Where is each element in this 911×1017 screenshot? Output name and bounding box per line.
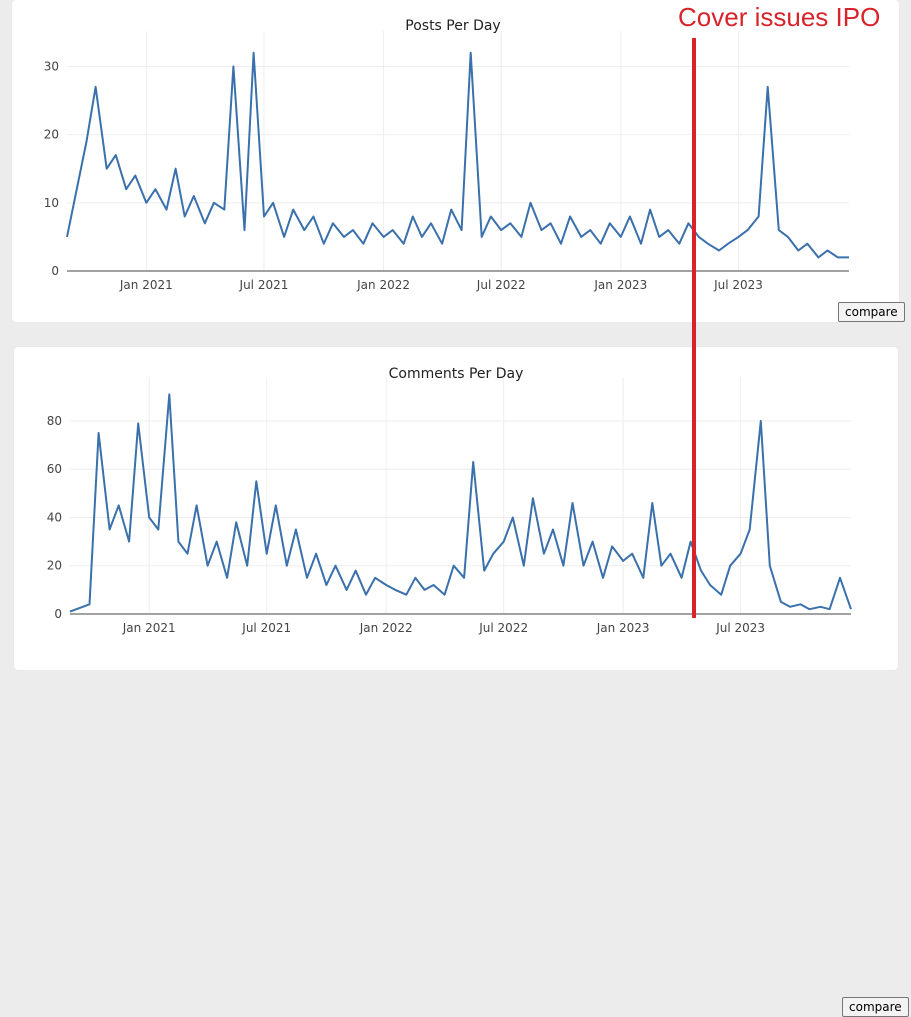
x-tick-label: Jan 2021	[119, 278, 173, 292]
y-tick-label: 30	[44, 59, 59, 73]
ipo-marker-line	[692, 38, 696, 618]
x-tick-label: Jul 2023	[713, 278, 763, 292]
x-tick-label: Jul 2022	[478, 621, 528, 635]
x-tick-label: Jul 2021	[239, 278, 289, 292]
y-tick-label: 80	[47, 414, 62, 428]
y-tick-label: 0	[54, 607, 62, 621]
y-tick-label: 10	[44, 196, 59, 210]
posts-chart-panel: Posts Per Day Jan 2021 Jul 2021 Jan 2022 Jul…	[12, 0, 905, 322]
x-tick-label: Jan 2023	[596, 621, 650, 635]
y-tick-label: 20	[47, 559, 62, 573]
x-tick-label: Jul 2022	[476, 278, 526, 292]
y-tick-label: 40	[47, 510, 62, 524]
chart-title: Comments Per Day	[389, 366, 524, 382]
y-tick-label: 60	[47, 462, 62, 476]
comments-chart-panel: Comments Per Day Jan 2021 Jul 2021 Jan 2022…	[14, 347, 909, 1017]
y-tick-label: 20	[44, 128, 59, 142]
comments-chart: Comments Per Day Jan 2021 Jul 2021 Jan 2022…	[47, 366, 852, 635]
series-line-posts	[66, 51, 849, 259]
x-tick-label: Jan 2022	[359, 621, 413, 635]
x-tick-label: Jan 2023	[593, 278, 647, 292]
y-tick-label: 0	[51, 264, 59, 278]
ipo-annotation: Cover issues IPO	[678, 2, 881, 32]
posts-compare-button[interactable]: compare	[838, 302, 905, 322]
comments-compare-button[interactable]: compare	[842, 997, 909, 1017]
x-tick-label: Jul 2023	[715, 621, 765, 635]
chart-title: Posts Per Day	[405, 18, 500, 34]
x-tick-label: Jan 2021	[122, 621, 176, 635]
posts-chart: Posts Per Day Jan 2021 Jul 2021 Jan 2022 Jul…	[44, 18, 849, 292]
x-tick-label: Jan 2022	[356, 278, 410, 292]
x-tick-label: Jul 2021	[241, 621, 291, 635]
series-line-comments	[69, 393, 852, 613]
